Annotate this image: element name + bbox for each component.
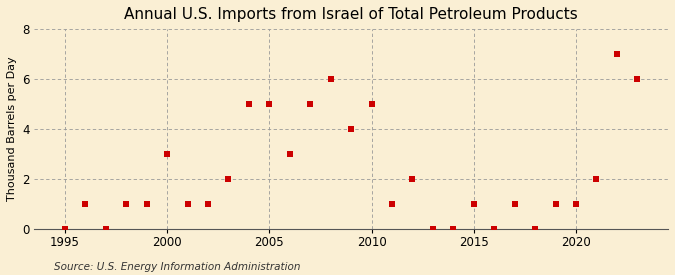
Point (346, 126, 356, 131)
Point (427, 227, 438, 231)
Text: Source: U.S. Energy Information Administration: Source: U.S. Energy Information Administ… (54, 262, 300, 272)
Point (612, 51, 622, 56)
Point (141, 202, 152, 206)
Point (182, 202, 193, 206)
Point (489, 227, 500, 231)
Point (510, 202, 520, 206)
Point (407, 177, 418, 181)
Point (632, 76, 643, 81)
Y-axis label: Thousand Barrels per Day: Thousand Barrels per Day (7, 56, 17, 201)
Point (468, 202, 479, 206)
Point (80, 202, 90, 206)
Point (162, 152, 173, 156)
Point (530, 227, 541, 231)
Point (387, 202, 398, 206)
Title: Annual U.S. Imports from Israel of Total Petroleum Products: Annual U.S. Imports from Israel of Total… (124, 7, 578, 22)
Point (101, 227, 111, 231)
Point (244, 101, 254, 106)
Point (264, 101, 275, 106)
Point (570, 202, 581, 206)
Point (550, 202, 561, 206)
Point (591, 177, 602, 181)
Point (305, 101, 316, 106)
Point (121, 202, 132, 206)
Point (448, 227, 459, 231)
Point (202, 202, 213, 206)
Point (325, 76, 336, 81)
Point (366, 101, 377, 106)
Point (59, 227, 70, 231)
Point (223, 177, 234, 181)
Point (284, 152, 295, 156)
